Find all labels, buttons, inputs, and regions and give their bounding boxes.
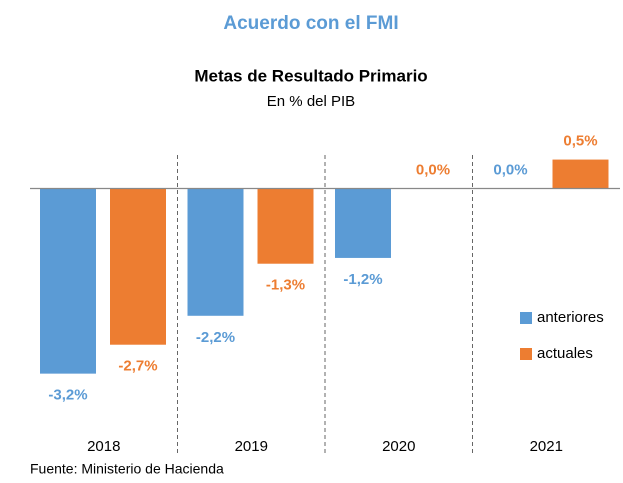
bar	[187, 188, 244, 316]
legend-swatch	[520, 312, 532, 324]
bar	[552, 159, 609, 189]
legend-swatch	[520, 348, 532, 360]
legend-label: actuales	[537, 345, 593, 362]
data-label: 0,0%	[493, 161, 527, 178]
bar	[40, 188, 96, 374]
chart-title: Metas de Resultado Primario	[194, 66, 427, 85]
data-label: 0,0%	[416, 161, 450, 178]
data-label: -1,2%	[343, 271, 382, 288]
chart-subtitle: En % del PIB	[267, 93, 355, 110]
x-tick-label: 2019	[235, 438, 268, 455]
source: Fuente: Ministerio de Hacienda	[30, 461, 224, 477]
bar	[257, 188, 314, 264]
x-tick-label: 2020	[382, 438, 415, 455]
x-tick-label: 2021	[530, 438, 563, 455]
x-tick-label: 2018	[87, 438, 120, 455]
data-label: -3,2%	[48, 387, 87, 404]
data-label: -1,3%	[266, 277, 305, 294]
header: Acuerdo con el FMI	[223, 13, 398, 34]
data-label: -2,7%	[118, 358, 157, 375]
legend-label: anteriores	[537, 309, 604, 326]
data-label: 0,5%	[563, 133, 597, 150]
bar	[335, 188, 391, 258]
data-label: -2,2%	[196, 329, 235, 346]
bar	[110, 188, 166, 345]
